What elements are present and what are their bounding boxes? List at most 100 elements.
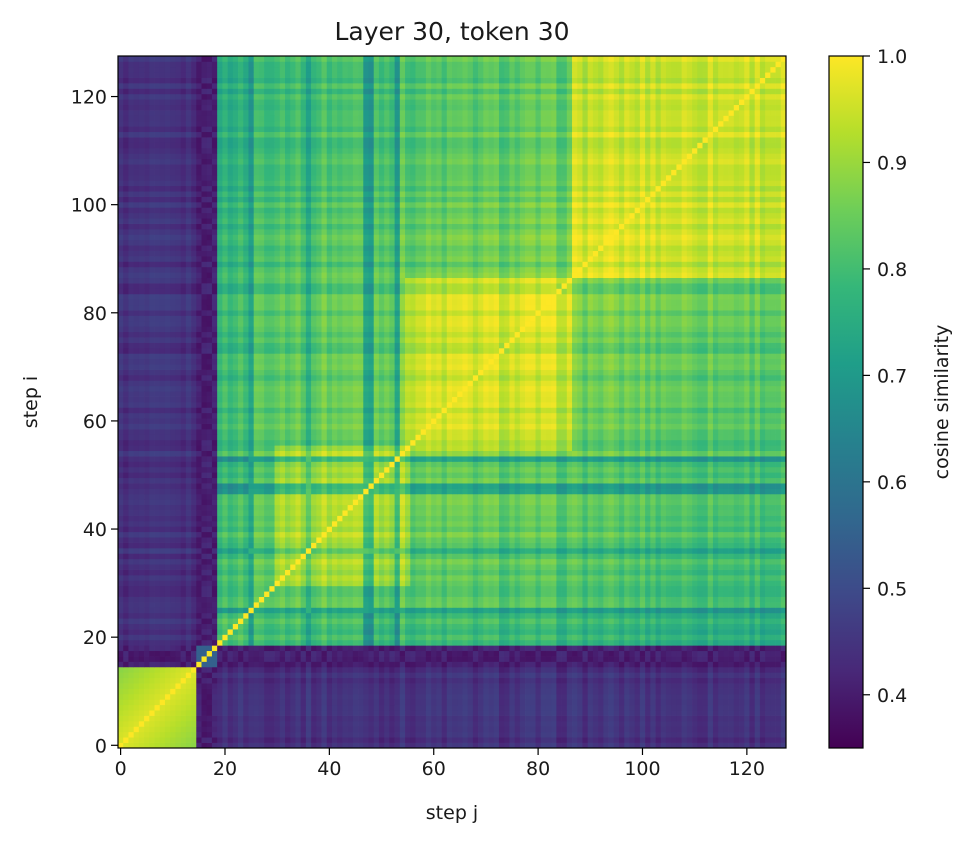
heatmap-cell [410,553,416,559]
heatmap-cell [212,651,218,657]
heatmap-cell [489,553,495,559]
heatmap-cell [405,689,411,695]
heatmap-cell [525,726,531,732]
heatmap-cell [415,564,421,570]
heatmap-cell [353,564,359,570]
heatmap-cell [353,543,359,549]
heatmap-cell [384,716,390,722]
heatmap-cell [572,732,578,738]
heatmap-cell [295,602,301,608]
heatmap-cell [723,580,729,586]
heatmap-cell [233,564,239,570]
heatmap-cell [556,597,562,603]
heatmap-cell [311,716,317,722]
heatmap-cell [374,586,380,592]
heatmap-cell [295,662,301,668]
heatmap-cell [473,586,479,592]
heatmap-cell [614,602,620,608]
heatmap-cell [468,645,474,651]
heatmap-cell [342,580,348,586]
heatmap-cell [614,559,620,565]
heatmap-cell [139,694,145,700]
heatmap-cell [202,543,208,549]
heatmap-cell [536,559,542,565]
heatmap-cell [504,597,510,603]
heatmap-cell [144,694,150,700]
heatmap-cell [363,618,369,624]
heatmap-cell [703,683,709,689]
heatmap-cell [337,662,343,668]
heatmap-cell [478,672,484,678]
heatmap-cell [494,634,500,640]
heatmap-cell [353,672,359,678]
heatmap-cell [640,634,646,640]
heatmap-cell [676,640,682,646]
heatmap-cell [426,705,432,711]
heatmap-cell [530,597,536,603]
heatmap-cell [562,640,568,646]
heatmap-cell [676,699,682,705]
heatmap-cell [582,672,588,678]
heatmap-cell [186,624,192,630]
heatmap-cell [337,651,343,657]
heatmap-cell [457,694,463,700]
heatmap-cell [290,613,296,619]
heatmap-cell [629,705,635,711]
heatmap-cell [186,640,192,646]
heatmap-cell [530,570,536,576]
heatmap-cell [755,629,761,635]
heatmap-cell [723,624,729,630]
heatmap-cell [676,602,682,608]
heatmap-cell [342,564,348,570]
heatmap-cell [123,672,129,678]
heatmap-cell [170,656,176,662]
heatmap-cell [708,613,714,619]
heatmap-cell [342,586,348,592]
heatmap-cell [525,678,531,684]
heatmap-cell [703,672,709,678]
heatmap-cell [666,543,672,549]
heatmap-cell [181,721,187,727]
heatmap-cell [306,624,312,630]
heatmap-cell [175,645,181,651]
heatmap-cell [692,716,698,722]
heatmap-cell [165,656,171,662]
heatmap-cell [238,678,244,684]
heatmap-cell [692,618,698,624]
heatmap-cell [562,570,568,576]
heatmap-cell [619,597,625,603]
heatmap-cell [431,689,437,695]
heatmap-cell [285,721,291,727]
heatmap-cell [692,564,698,570]
heatmap-cell [656,678,662,684]
heatmap-cell [593,640,599,646]
heatmap-cell [739,591,745,597]
heatmap-cell [395,710,401,716]
heatmap-cell [212,672,218,678]
heatmap-cell [509,618,515,624]
heatmap-cell [431,543,437,549]
heatmap-cell [248,548,254,554]
heatmap-cell [431,559,437,565]
heatmap-cell [306,737,312,743]
heatmap-cell [676,656,682,662]
heatmap-cell [233,597,239,603]
heatmap-cell [160,656,166,662]
heatmap-cell [400,537,406,543]
heatmap-cell [614,618,620,624]
heatmap-cell [499,640,505,646]
heatmap-cell [400,586,406,592]
heatmap-cell [494,732,500,738]
heatmap-cell [541,624,547,630]
heatmap-cell [248,537,254,543]
heatmap-cell [468,651,474,657]
heatmap-cell [609,721,615,727]
heatmap-cell [410,602,416,608]
heatmap-cell [468,732,474,738]
heatmap-cell [233,602,239,608]
heatmap-cell [149,705,155,711]
heatmap-cell [228,618,234,624]
heatmap-cell [207,737,213,743]
heatmap-cell [577,607,583,613]
heatmap-cell [118,618,124,624]
